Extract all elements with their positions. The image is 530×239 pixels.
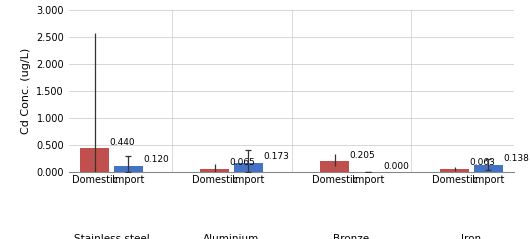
Bar: [440, 169, 469, 172]
Text: 0.063: 0.063: [470, 158, 496, 167]
Text: 0.173: 0.173: [263, 152, 289, 161]
Text: Stainless steel: Stainless steel: [74, 234, 149, 239]
Bar: [200, 168, 229, 172]
Text: Bronze: Bronze: [333, 234, 369, 239]
Text: 0.065: 0.065: [229, 158, 255, 167]
Text: Aluminium: Aluminium: [204, 234, 260, 239]
Text: 0.000: 0.000: [383, 162, 409, 171]
Text: 0.120: 0.120: [143, 155, 169, 164]
Text: Iron: Iron: [461, 234, 481, 239]
Bar: [474, 165, 502, 172]
Bar: [114, 166, 143, 172]
Y-axis label: Cd Conc. (ug/L): Cd Conc. (ug/L): [21, 48, 31, 134]
Bar: [234, 163, 263, 172]
Bar: [81, 148, 109, 172]
Text: 0.205: 0.205: [350, 151, 375, 160]
Text: 0.138: 0.138: [503, 154, 529, 163]
Bar: [320, 161, 349, 172]
Text: 0.440: 0.440: [110, 138, 135, 147]
